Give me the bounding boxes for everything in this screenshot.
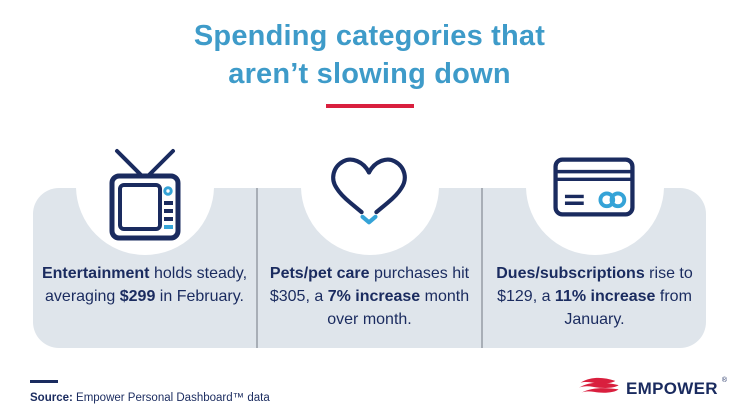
source-dash — [30, 380, 58, 383]
card-dues-subscriptions: Dues/subscriptions rise to $129, a 11% i… — [481, 188, 706, 348]
title-underline — [325, 104, 414, 108]
card-text-entertainment: Entertainment holds steady, averaging $2… — [41, 265, 248, 305]
title-line-2: aren’t slowing down — [228, 58, 511, 90]
cards-band: Entertainment holds steady, averaging $2… — [33, 188, 706, 348]
credit-card-icon — [553, 157, 635, 222]
page-title: Spending categories that aren’t slowing d… — [0, 0, 739, 93]
source-text: Source: Empower Personal Dashboard™ data — [30, 392, 270, 404]
source-label: Source: — [30, 392, 73, 404]
card-text-dues-subscriptions: Dues/subscriptions rise to $129, a 11% i… — [496, 265, 693, 328]
card-pets: Pets/pet care purchases hit $305, a 7% i… — [256, 188, 481, 348]
registered-mark-icon: ® — [721, 377, 727, 384]
source-note: Source: Empower Personal Dashboard™ data — [30, 380, 270, 404]
tv-icon — [108, 148, 182, 247]
empower-swoosh-icon — [578, 375, 622, 402]
heart-icon — [327, 154, 411, 231]
title-line-1: Spending categories that — [193, 20, 546, 52]
empower-logo: EMPOWER ® — [578, 375, 727, 402]
card-text-pets: Pets/pet care purchases hit $305, a 7% i… — [269, 265, 470, 328]
empower-wordmark: EMPOWER — [626, 378, 718, 398]
